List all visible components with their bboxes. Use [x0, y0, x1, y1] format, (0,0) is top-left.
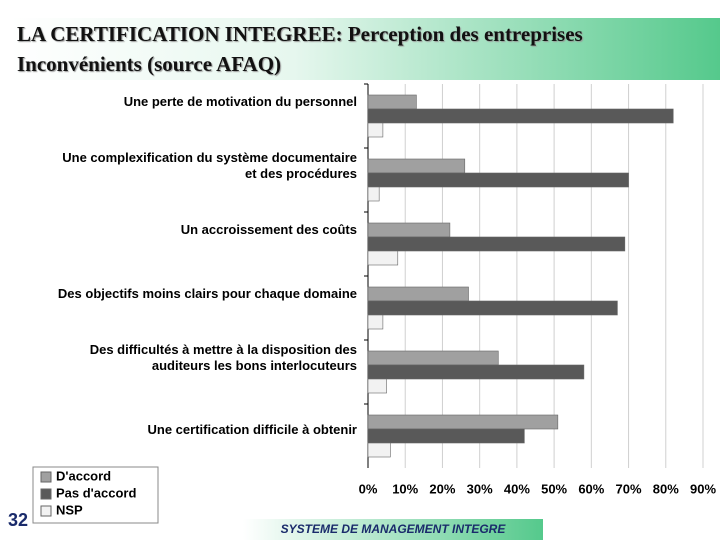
bar — [367, 94, 417, 110]
legend-label: NSP — [56, 502, 83, 517]
bar — [367, 236, 626, 252]
page-number: 32 — [8, 510, 29, 530]
bar — [367, 172, 629, 188]
category-label: Une certification difficile à obtenir — [147, 422, 357, 437]
x-tick-label: 50% — [541, 481, 567, 496]
bar — [367, 158, 466, 174]
category-label: Un accroissement des coûts — [180, 222, 357, 237]
bar — [367, 122, 384, 138]
bar — [367, 350, 499, 366]
bar — [367, 186, 380, 202]
bar — [367, 286, 469, 302]
bar — [367, 300, 618, 316]
category-label: Une perte de motivation du personnel — [123, 94, 357, 109]
category-label: Une complexification du système document… — [62, 150, 357, 181]
x-tick-label: 30% — [467, 481, 493, 496]
bar — [367, 314, 384, 330]
x-tick-label: 90% — [690, 481, 716, 496]
legend-label: D'accord — [56, 468, 111, 483]
bar — [367, 428, 525, 444]
x-tick-label: 0% — [359, 481, 378, 496]
bar — [367, 250, 399, 266]
bar — [367, 108, 674, 124]
legend-swatch — [40, 505, 52, 517]
x-tick-label: 20% — [429, 481, 455, 496]
slide-subtitle: Inconvénients (source AFAQ) — [17, 52, 282, 76]
x-tick-label: 80% — [653, 481, 679, 496]
bar — [367, 414, 559, 430]
bar — [367, 364, 585, 380]
legend-swatch — [40, 471, 52, 483]
x-tick-label: 40% — [504, 481, 530, 496]
legend-swatch — [40, 488, 52, 500]
x-tick-label: 10% — [392, 481, 418, 496]
bar — [367, 378, 387, 394]
category-label: Des objectifs moins clairs pour chaque d… — [57, 286, 357, 301]
x-tick-label: 70% — [616, 481, 642, 496]
bar — [367, 222, 451, 238]
x-tick-label: 60% — [578, 481, 604, 496]
legend-box — [32, 466, 159, 524]
footer: SYSTEME DE MANAGEMENT INTEGRE — [243, 519, 543, 540]
category-label: Des difficultés à mettre à la dispositio… — [89, 342, 357, 373]
slide-title: LA CERTIFICATION INTEGREE: Perception de… — [17, 22, 583, 46]
bar — [367, 442, 391, 458]
legend-label: Pas d'accord — [56, 485, 136, 500]
header-band — [10, 18, 720, 80]
